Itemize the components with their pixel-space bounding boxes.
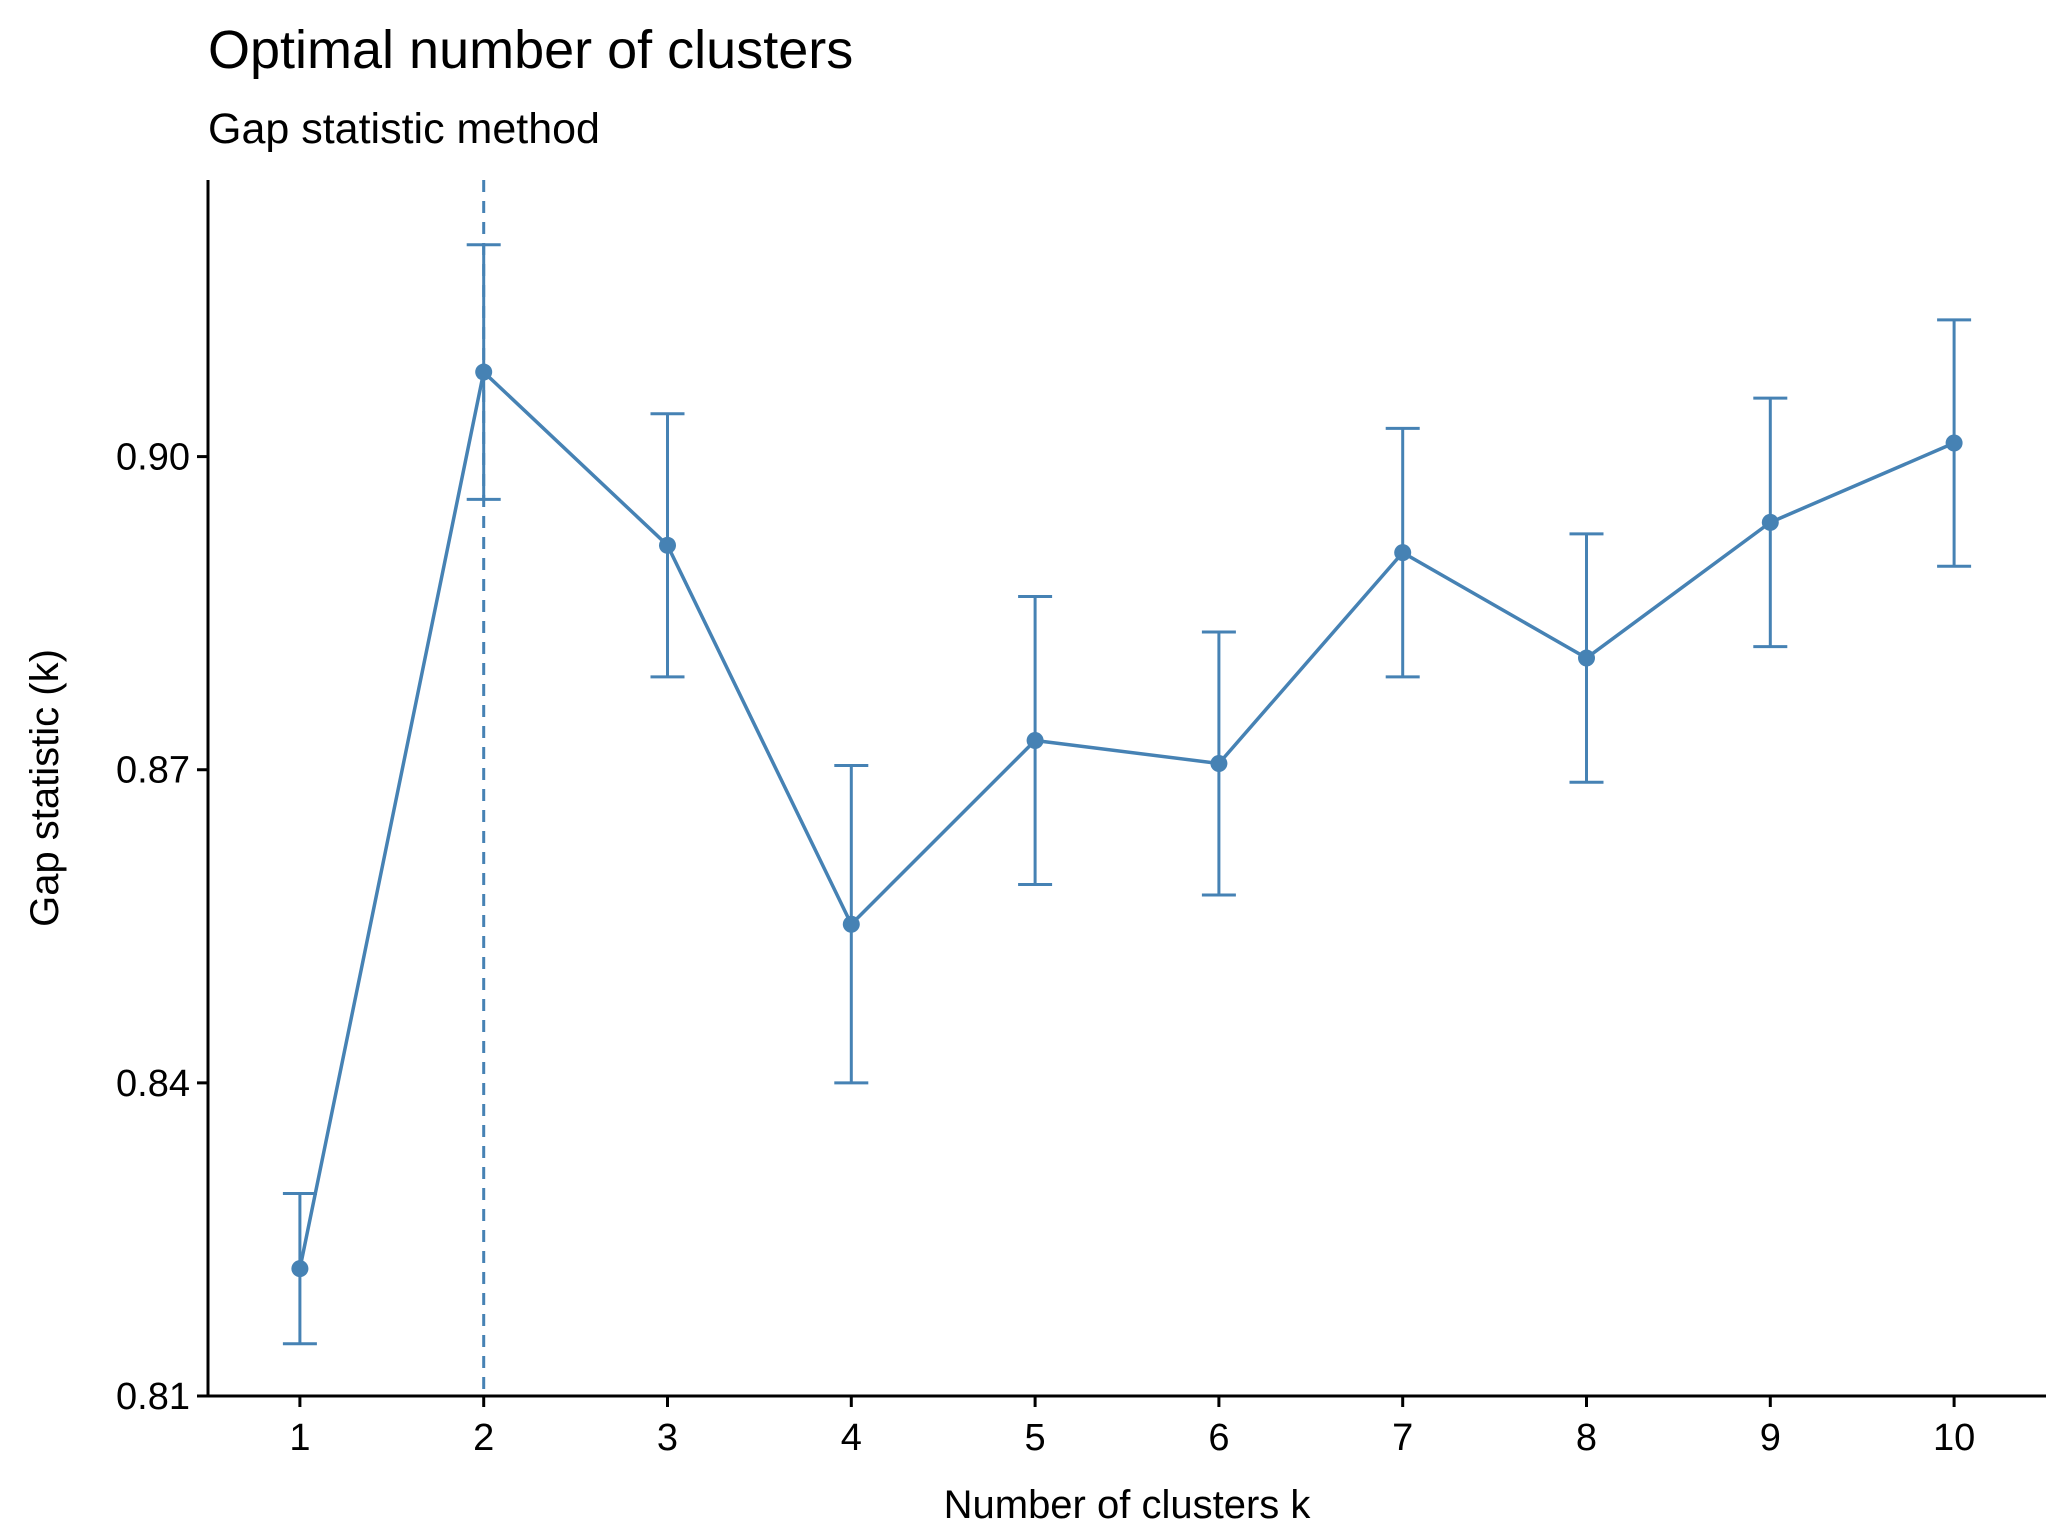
data-point-k4 — [842, 915, 860, 933]
y-axis-ticks: 0.81 0.84 0.87 0.90 — [116, 437, 208, 1418]
x-tick-label: 5 — [1025, 1417, 1046, 1459]
point-layer — [291, 363, 1963, 1278]
data-point-k1 — [291, 1260, 309, 1278]
chart-subtitle: Gap statistic method — [208, 105, 600, 153]
chart-title: Optimal number of clusters — [208, 20, 853, 80]
y-tick-label: 0.90 — [116, 437, 190, 479]
x-tick-label: 7 — [1392, 1417, 1413, 1459]
data-point-k2 — [475, 363, 493, 381]
gap-series-line — [298, 368, 1955, 1270]
x-tick-label: 9 — [1760, 1417, 1781, 1459]
x-tick-label: 8 — [1576, 1417, 1597, 1459]
data-point-k7 — [1394, 544, 1412, 562]
x-tick-label: 10 — [1933, 1417, 1975, 1459]
data-point-k5 — [1026, 732, 1044, 750]
y-tick-label: 0.81 — [116, 1376, 190, 1418]
data-point-k3 — [659, 536, 676, 554]
data-point-k10 — [1945, 434, 1963, 452]
x-axis-ticks: 1 2 3 4 5 6 7 8 9 10 — [289, 1396, 1975, 1459]
line-layer — [298, 368, 1955, 1270]
y-tick-label: 0.87 — [116, 750, 190, 792]
x-axis-label: Number of clusters k — [944, 1483, 1312, 1527]
y-axis-label: Gap statistic (k) — [23, 649, 67, 927]
x-tick-label: 4 — [841, 1417, 862, 1459]
x-tick-label: 1 — [289, 1417, 310, 1459]
data-point-k6 — [1210, 754, 1228, 772]
data-point-k9 — [1761, 513, 1779, 531]
plot-area — [282, 180, 1972, 1396]
x-tick-label: 3 — [657, 1417, 678, 1459]
y-tick-label: 0.84 — [116, 1063, 190, 1105]
x-tick-label: 6 — [1208, 1417, 1229, 1459]
data-point-k8 — [1578, 649, 1595, 667]
errorbar-layer — [282, 243, 1972, 1346]
x-tick-label: 2 — [473, 1417, 494, 1459]
